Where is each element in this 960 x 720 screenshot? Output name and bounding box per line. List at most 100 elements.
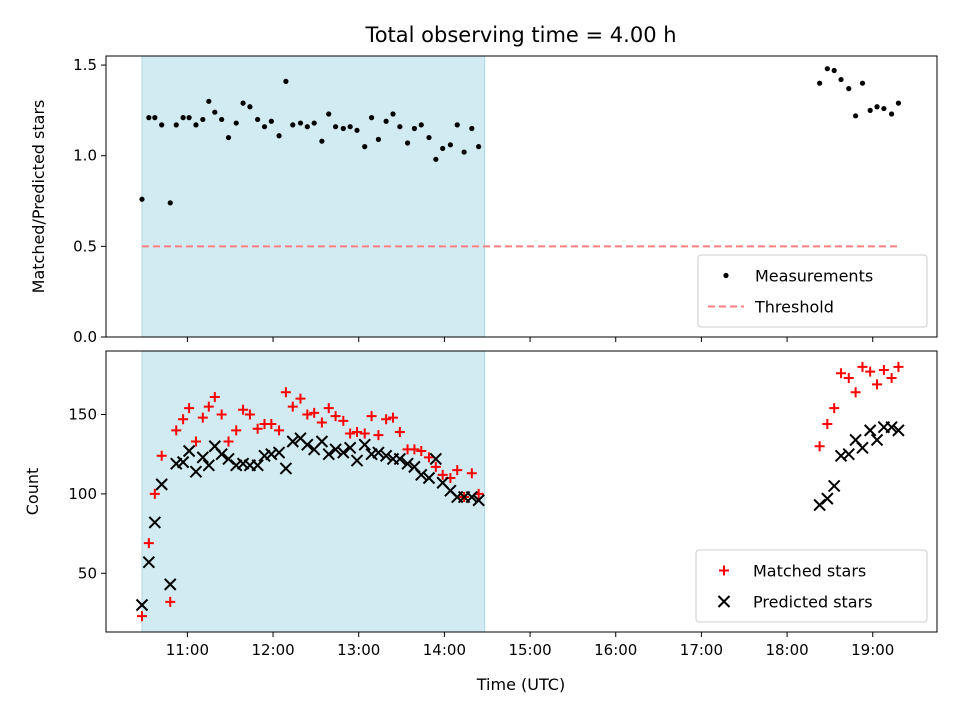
data-point <box>375 136 382 142</box>
data-point <box>817 80 823 86</box>
data-point <box>393 452 407 466</box>
data-point <box>223 436 234 447</box>
data-point <box>216 409 227 420</box>
data-point <box>311 120 317 126</box>
data-point <box>135 598 149 612</box>
data-point <box>219 116 225 123</box>
data-point <box>251 459 264 472</box>
data-point <box>814 441 825 452</box>
data-point <box>893 361 904 372</box>
data-point <box>874 104 880 110</box>
legend-entry-label: Matched stars <box>753 562 866 581</box>
x-tick-label: 16:00 <box>594 641 637 659</box>
data-point <box>165 596 176 607</box>
data-point <box>173 122 179 128</box>
data-point <box>287 401 298 412</box>
data-point <box>350 454 364 467</box>
data-point <box>846 86 852 92</box>
data-point <box>411 125 418 132</box>
data-point <box>326 111 332 117</box>
data-point <box>268 118 274 124</box>
legend-marker-swatch <box>717 595 731 608</box>
legend-entry-label: Threshold <box>754 298 834 317</box>
y-tick-label: 100 <box>68 485 97 503</box>
y-axis-label: Count <box>23 468 42 516</box>
data-point <box>472 494 485 507</box>
data-point <box>142 555 156 569</box>
data-point <box>182 444 196 458</box>
data-point <box>225 134 232 141</box>
data-point <box>842 447 855 461</box>
legend-entry-label: Measurements <box>755 267 873 286</box>
data-point <box>381 414 392 425</box>
data-point <box>184 403 195 414</box>
data-point <box>255 116 261 123</box>
data-point <box>279 462 293 475</box>
data-point <box>337 446 350 459</box>
data-point <box>212 109 218 115</box>
data-point <box>886 372 897 383</box>
data-point <box>136 611 147 622</box>
data-point <box>368 115 375 121</box>
data-point <box>422 471 436 485</box>
data-point <box>155 478 168 491</box>
legend-entry-label: Predicted stars <box>753 593 873 612</box>
data-point <box>409 444 420 455</box>
data-point <box>297 120 304 126</box>
data-point <box>252 423 263 434</box>
data-point <box>352 426 363 437</box>
data-point <box>881 105 887 112</box>
data-point <box>853 113 859 119</box>
data-point <box>892 424 905 437</box>
data-point <box>280 387 291 398</box>
data-point <box>309 407 320 418</box>
data-point <box>171 425 182 436</box>
data-point <box>430 461 441 472</box>
data-point <box>186 115 192 121</box>
y-tick-label: 0.0 <box>73 328 97 346</box>
bottom-panel: 11:00 12:00 13:00 14:00 15:00 16:00 17:00 18:00… <box>23 350 938 659</box>
data-point <box>202 459 216 472</box>
x-tick-label: 15:00 <box>508 641 551 659</box>
data-point <box>359 428 370 439</box>
data-point <box>343 441 357 455</box>
x-tick-label: 17:00 <box>680 641 723 659</box>
data-point <box>397 124 403 130</box>
data-point <box>316 417 327 428</box>
data-point <box>167 200 173 206</box>
data-point <box>888 111 895 117</box>
data-point <box>286 435 299 448</box>
data-point <box>244 409 255 420</box>
data-point <box>821 492 834 505</box>
data-point <box>461 149 467 155</box>
data-point <box>215 447 228 461</box>
data-point <box>429 452 443 466</box>
data-point <box>196 451 210 464</box>
data-point <box>189 465 203 478</box>
data-point <box>233 120 239 126</box>
data-point <box>238 404 249 415</box>
data-point <box>366 411 377 422</box>
data-point <box>180 115 186 121</box>
data-point <box>394 426 405 437</box>
data-point <box>836 368 847 379</box>
y-tick-label: 1.5 <box>73 56 97 74</box>
data-point <box>423 452 434 463</box>
data-point <box>827 479 841 493</box>
data-point <box>379 449 393 462</box>
data-point <box>401 457 414 470</box>
data-point <box>878 365 889 376</box>
legend-box <box>695 549 928 623</box>
y-tick-label: 150 <box>68 406 97 424</box>
x-tick-label: 12:00 <box>251 641 294 659</box>
data-point <box>822 419 833 430</box>
data-point <box>323 403 334 414</box>
data-point <box>843 372 854 383</box>
data-point <box>372 446 385 459</box>
data-point <box>283 78 289 84</box>
data-point <box>447 142 453 148</box>
data-point <box>452 465 463 476</box>
data-point <box>319 138 325 144</box>
data-point <box>276 133 282 139</box>
y-axis-label: Matched/Predicted stars <box>29 100 48 294</box>
